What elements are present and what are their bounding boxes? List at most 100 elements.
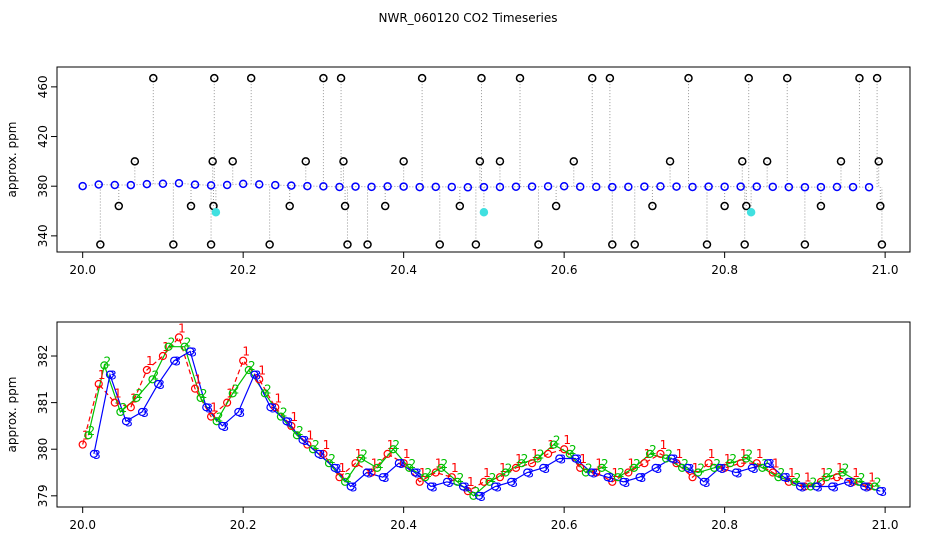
point-label: 1 [692, 461, 700, 475]
data-point [715, 463, 724, 472]
data-point [860, 482, 869, 491]
data-point [876, 487, 885, 496]
point-label: 2 [473, 485, 481, 499]
point-label: 1 [323, 438, 331, 452]
point-label: 3 [735, 467, 743, 481]
data-point [667, 454, 676, 463]
data-point [210, 73, 219, 83]
point-label: 2 [136, 387, 144, 401]
data-point [603, 473, 612, 482]
data-point [565, 449, 574, 458]
point-label: 1 [226, 387, 234, 401]
data-point [110, 180, 120, 190]
data-point [234, 407, 243, 417]
data-point [164, 342, 173, 351]
point-label: 1 [307, 429, 315, 443]
point-label: 1 [355, 447, 363, 461]
data-point [190, 180, 200, 189]
point-label: 2 [184, 336, 192, 350]
point-label: 2 [633, 457, 641, 471]
x-tick-label: 20.4 [390, 518, 417, 532]
data-point [132, 393, 141, 403]
data-point [455, 201, 465, 211]
point-label: 1 [210, 401, 218, 415]
data-point [720, 182, 729, 191]
data-point [587, 73, 597, 83]
data-point [154, 379, 163, 389]
data-point [656, 449, 665, 458]
data-point [282, 417, 291, 426]
data-point [784, 182, 794, 192]
point-label: 3 [783, 471, 791, 485]
data-point [855, 73, 864, 83]
data-point [720, 201, 729, 211]
data-point [742, 201, 751, 211]
data-point [864, 182, 874, 192]
data-point [335, 182, 344, 192]
point-label: 3 [639, 471, 647, 485]
point-label: 3 [125, 415, 133, 429]
point-label: 2 [569, 443, 577, 457]
data-point [806, 482, 815, 491]
point-label: 1 [371, 457, 379, 471]
data-point [782, 73, 792, 83]
point-label: 2 [232, 382, 240, 396]
data-point [389, 445, 398, 454]
data-point [206, 412, 216, 421]
data-point [534, 240, 543, 249]
point-label: 2 [376, 457, 384, 471]
point-label: 3 [254, 369, 262, 383]
point-label: 1 [98, 368, 106, 382]
point-label: 2 [408, 457, 416, 471]
data-point [265, 240, 274, 249]
point-label: 1 [290, 410, 298, 424]
data-point [744, 73, 753, 83]
x-tick-label: 20.0 [69, 518, 96, 532]
point-label: 1 [820, 466, 828, 480]
data-point [174, 178, 184, 188]
data-point [645, 449, 655, 458]
point-label: 2 [874, 475, 882, 489]
data-point [800, 482, 809, 491]
point-label: 1 [579, 452, 587, 466]
point-label: 1 [772, 457, 780, 471]
point-label: 2 [697, 462, 705, 476]
data-point [383, 449, 392, 458]
data-point [608, 182, 617, 192]
plot-box [56, 66, 911, 253]
point-label: 3 [526, 467, 534, 481]
point-label: 1 [403, 447, 411, 461]
data-point [608, 477, 617, 486]
point-label: 1 [194, 373, 202, 387]
point-label: 3 [286, 415, 294, 429]
data-point [463, 487, 472, 496]
data-point [255, 375, 264, 384]
data-point [832, 473, 842, 482]
point-label: 1 [547, 438, 555, 452]
point-label: 1 [563, 433, 571, 447]
data-point [340, 477, 350, 486]
data-point [527, 182, 537, 191]
point-label: 1 [660, 438, 668, 452]
point-label: 1 [178, 321, 186, 335]
data-point [704, 459, 713, 468]
data-point [285, 201, 294, 211]
data-point [343, 240, 352, 249]
data-point [640, 459, 649, 468]
data-point [170, 356, 179, 365]
data-point [394, 459, 403, 468]
data-point [491, 482, 500, 491]
data-point [539, 463, 548, 472]
point-label: 1 [836, 461, 844, 475]
point-label: 3 [542, 462, 550, 476]
point-label: 3 [494, 480, 502, 494]
data-point [260, 389, 269, 398]
data-point [678, 463, 687, 472]
data-point [872, 73, 882, 83]
series-line [87, 346, 875, 497]
point-label: 3 [221, 420, 229, 434]
data-point [303, 440, 312, 449]
point-label: 3 [879, 485, 887, 499]
point-label: 3 [302, 434, 310, 448]
point-label: 2 [312, 438, 320, 452]
